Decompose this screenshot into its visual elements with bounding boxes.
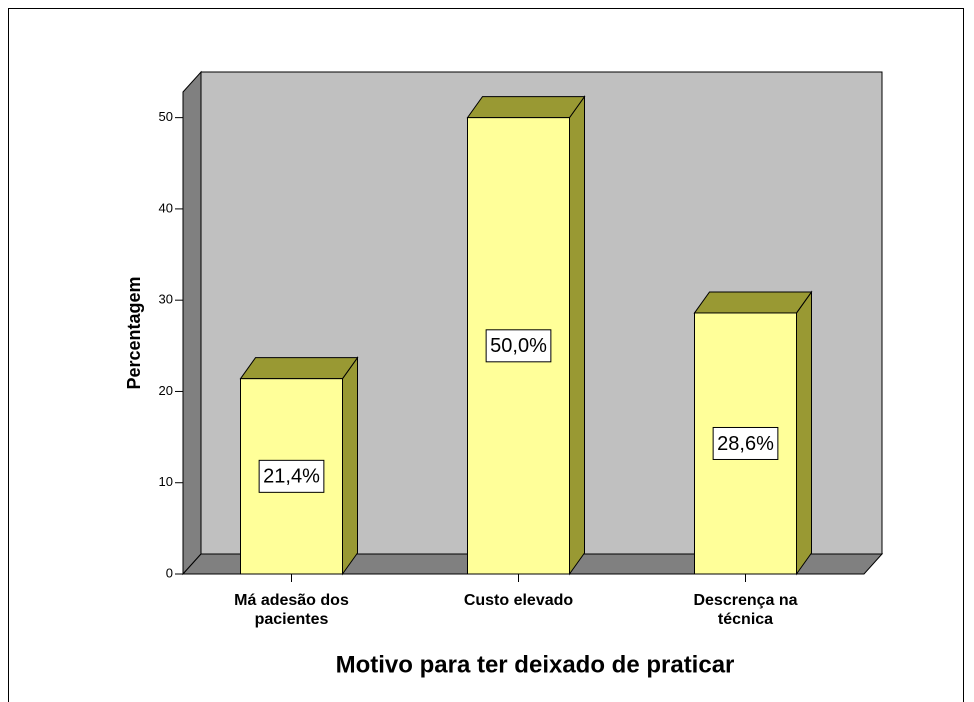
bar-side (796, 290, 812, 576)
y-tick-label: 40 (159, 200, 173, 215)
y-tick-label: 10 (159, 474, 173, 489)
value-label: 21,4% (263, 466, 320, 488)
value-label: 28,6% (717, 433, 774, 455)
x-tick-label: Má adesão dos pacientes (234, 592, 349, 628)
y-tick-label: 20 (159, 383, 173, 398)
value-label-box (712, 426, 779, 460)
bar-top (693, 291, 813, 314)
x-tick-label: Descrença na técnica (693, 592, 798, 628)
x-tick-label: Custo elevado (463, 592, 574, 609)
y-axis-label: Percentagem (124, 276, 144, 389)
bar-side (569, 95, 585, 576)
bar-top (466, 96, 586, 119)
x-axis-label: Motivo para ter deixado de praticar (336, 651, 735, 678)
bar-top (239, 357, 359, 380)
y-tick-label: 0 (166, 565, 173, 580)
value-label: 50,0% (490, 335, 547, 357)
value-label-box (485, 329, 552, 363)
y-tick-label: 30 (159, 292, 173, 307)
value-label-box (258, 459, 325, 493)
bar-side (342, 356, 358, 576)
side-wall (182, 70, 202, 576)
y-tick-label: 50 (159, 109, 173, 124)
